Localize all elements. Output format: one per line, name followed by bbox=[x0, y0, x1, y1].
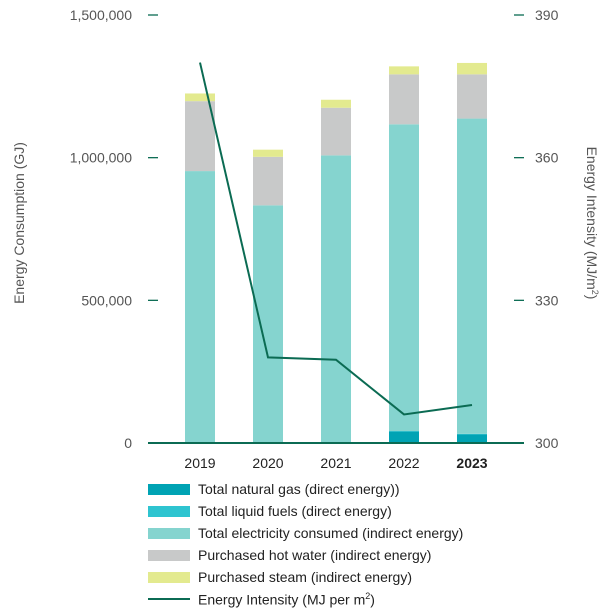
category-labels: 2019 2020 2021 2022 2023 bbox=[184, 455, 487, 471]
legend-swatch-steam bbox=[148, 572, 190, 583]
y-right-tick-label: 360 bbox=[535, 150, 559, 166]
y-left-tick-label: 1,000,000 bbox=[70, 150, 132, 166]
legend-item: Energy Intensity (MJ per m2) bbox=[148, 588, 463, 610]
y-right-tick-label: 330 bbox=[535, 292, 559, 308]
legend-label: Total liquid fuels (direct energy) bbox=[198, 503, 392, 519]
legend-swatch-intensity-line bbox=[148, 598, 190, 600]
legend-item: Total natural gas (direct energy)) bbox=[148, 478, 463, 500]
y-right-tick-label: 390 bbox=[535, 7, 559, 23]
legend-swatch-liquid-fuels bbox=[148, 506, 190, 517]
bar-segment bbox=[457, 74, 487, 118]
y-left-tick-label: 500,000 bbox=[81, 292, 132, 308]
legend-item: Purchased steam (indirect energy) bbox=[148, 566, 463, 588]
bar-segment bbox=[389, 74, 419, 124]
bar-segment bbox=[457, 119, 487, 434]
y-left-tick-label: 1,500,000 bbox=[70, 7, 132, 23]
bar-segment bbox=[321, 100, 351, 108]
bar-segment bbox=[253, 205, 283, 442]
legend-label: Energy Intensity (MJ per m2) bbox=[198, 591, 375, 608]
legend-swatch-natural-gas bbox=[148, 484, 190, 495]
legend-label: Purchased hot water (indirect energy) bbox=[198, 547, 431, 563]
bar-segment bbox=[457, 434, 487, 435]
legend-label: Purchased steam (indirect energy) bbox=[198, 569, 412, 585]
bar-segment bbox=[457, 434, 487, 443]
y-right-label: Energy Intensity (MJ/m2) bbox=[584, 147, 600, 300]
legend-label: Total natural gas (direct energy)) bbox=[198, 481, 400, 497]
legend-item: Total liquid fuels (direct energy) bbox=[148, 500, 463, 522]
bar-segment bbox=[389, 432, 419, 443]
y-left-label: Energy Consumption (GJ) bbox=[11, 142, 27, 304]
legend-label: Total electricity consumed (indirect ene… bbox=[198, 525, 463, 541]
x-tick-label: 2022 bbox=[388, 455, 419, 471]
x-tick-label: 2019 bbox=[184, 455, 215, 471]
bar-segment bbox=[389, 431, 419, 432]
bar-segment bbox=[185, 171, 215, 442]
left-axis: 0 500,000 1,000,000 1,500,000 bbox=[70, 7, 158, 451]
right-axis: 300 330 360 390 bbox=[514, 7, 559, 451]
legend-swatch-hot-water bbox=[148, 550, 190, 561]
legend: Total natural gas (direct energy)) Total… bbox=[148, 478, 463, 610]
x-tick-label: 2020 bbox=[252, 455, 283, 471]
legend-swatch-electricity bbox=[148, 528, 190, 539]
bar-segment bbox=[253, 150, 283, 157]
y-right-tick-label: 300 bbox=[535, 435, 559, 451]
bar-segment bbox=[185, 93, 215, 101]
x-tick-label: 2021 bbox=[320, 455, 351, 471]
bar-segment bbox=[389, 124, 419, 431]
bar-segment bbox=[321, 155, 351, 442]
x-tick-label: 2023 bbox=[456, 455, 487, 471]
y-left-tick-label: 0 bbox=[124, 435, 132, 451]
bar-segment bbox=[389, 66, 419, 74]
bar-segment bbox=[457, 63, 487, 74]
bar-segment bbox=[253, 157, 283, 206]
legend-item: Total electricity consumed (indirect ene… bbox=[148, 522, 463, 544]
bars bbox=[185, 63, 487, 443]
legend-item: Purchased hot water (indirect energy) bbox=[148, 544, 463, 566]
bar-segment bbox=[321, 108, 351, 156]
